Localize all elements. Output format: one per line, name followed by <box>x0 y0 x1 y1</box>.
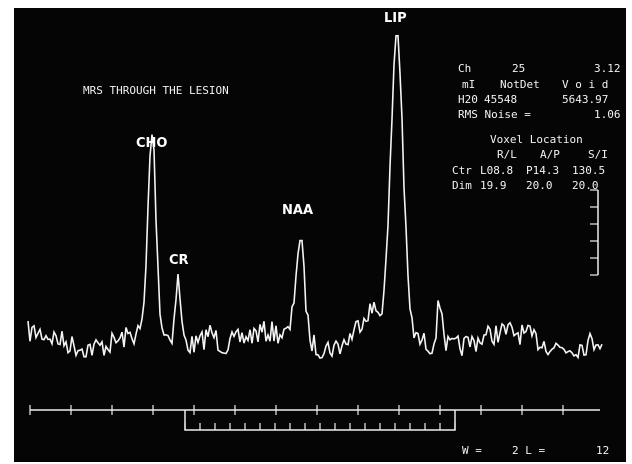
voxel-cell: L08.8 <box>480 164 513 177</box>
info-text: RMS Noise = <box>458 108 531 121</box>
voxel-cell: 19.9 <box>480 179 507 192</box>
peak-label: CR <box>169 253 189 268</box>
screen: MRS THROUGH THE LESION CHO CR NAA LIP Ch 25 3.… <box>0 0 632 464</box>
footer-text: 2 L = <box>512 444 545 457</box>
voxel-cell: Dim <box>452 179 472 192</box>
info-text: mI <box>462 78 475 91</box>
info-text: NotDet <box>500 78 540 91</box>
title: MRS THROUGH THE LESION <box>83 84 229 97</box>
voxel-cell: 20.0 <box>572 179 599 192</box>
voxel-cell: 130.5 <box>572 164 605 177</box>
footer-text: W = <box>462 444 482 457</box>
voxel-cell: P14.3 <box>526 164 559 177</box>
screen-background <box>14 8 626 462</box>
info-text: H20 <box>458 93 478 106</box>
peak-label: CHO <box>136 136 167 151</box>
peak-label: NAA <box>282 203 313 218</box>
voxel-header: S/I <box>588 148 608 161</box>
info-text: 45548 <box>484 93 517 106</box>
voxel-cell: 20.0 <box>526 179 553 192</box>
footer-text: 12 <box>596 444 609 457</box>
info-text: Ch <box>458 62 471 75</box>
info-text: V o i d <box>562 78 608 91</box>
voxel-title: Voxel Location <box>490 133 583 146</box>
info-text: 1.06 <box>594 108 621 121</box>
info-text: 25 <box>512 62 525 75</box>
peak-label: LIP <box>384 11 407 26</box>
voxel-cell: Ctr <box>452 164 472 177</box>
voxel-header: R/L <box>497 148 517 161</box>
info-text: 3.12 <box>594 62 621 75</box>
voxel-header: A/P <box>540 148 560 161</box>
info-text: 5643.97 <box>562 93 608 106</box>
